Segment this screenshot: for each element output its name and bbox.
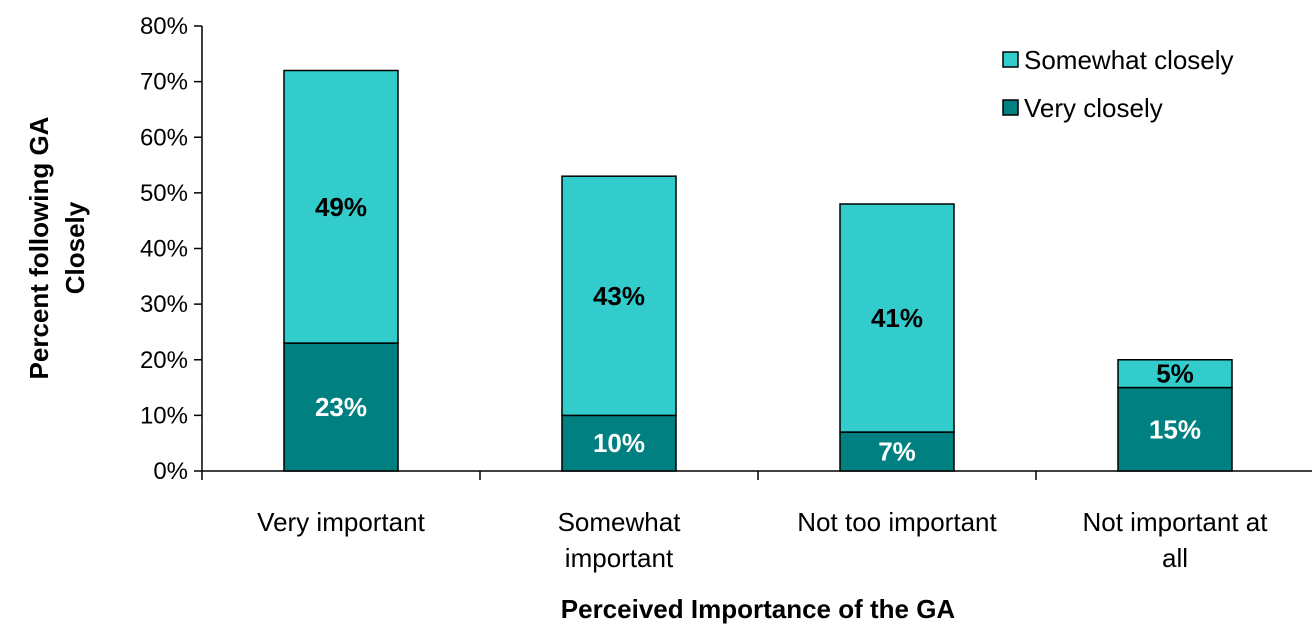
- x-category-label-line: all: [1162, 543, 1188, 573]
- data-label: 15%: [1149, 414, 1201, 444]
- data-label: 5%: [1156, 359, 1194, 389]
- bars: [283, 69, 1233, 472]
- y-tick-label: 80%: [140, 13, 188, 40]
- bar-segment-somewhat-closely: [561, 175, 677, 417]
- x-category-label-line: Very important: [257, 507, 425, 537]
- bar-segment-somewhat-closely: [283, 69, 399, 344]
- x-axis-title: Perceived Importance of the GA: [561, 594, 956, 624]
- x-category-label-line: important: [565, 543, 674, 573]
- x-category-label-line: Somewhat: [558, 507, 682, 537]
- bar-segment-very-closely: [561, 414, 677, 472]
- data-label: 7%: [878, 437, 916, 467]
- y-tick-label: 50%: [140, 180, 188, 207]
- y-tick-label: 30%: [140, 291, 188, 318]
- y-axis-title: Percent following GA Closely: [24, 116, 90, 379]
- bar-segment-very-closely: [839, 431, 955, 472]
- y-tick-label: 70%: [140, 69, 188, 96]
- bar-labels: 23% 49% 10% 43% 7% 41% 15% 5%: [315, 192, 1201, 467]
- bar-segment-very-closely: [283, 342, 399, 472]
- legend-label: Very closely: [1024, 93, 1163, 123]
- y-tick-label: 10%: [140, 402, 188, 429]
- x-category-label: Very important: [257, 507, 425, 537]
- x-category-label-line: Not important at: [1083, 507, 1269, 537]
- y-tick-label: 20%: [140, 347, 188, 374]
- x-category-label-line: Not too important: [797, 507, 997, 537]
- x-category-label: Somewhat important: [558, 507, 682, 573]
- legend-swatch: [1002, 99, 1019, 116]
- bar-segment-somewhat-closely: [839, 203, 955, 433]
- x-category-label: Not too important: [797, 507, 997, 537]
- y-tick-label: 60%: [140, 124, 188, 151]
- legend-label: Somewhat closely: [1024, 45, 1234, 75]
- y-tick-label: 40%: [140, 236, 188, 263]
- data-label: 41%: [871, 303, 923, 333]
- x-axis: Very important Somewhat important Not too i…: [201, 470, 1312, 573]
- data-label: 49%: [315, 192, 367, 222]
- y-axis: 0% 10% 20% 30% 40% 50% 60% 70% 80%: [140, 13, 203, 485]
- data-label: 23%: [315, 392, 367, 422]
- y-tick-label: 0%: [153, 458, 188, 485]
- x-category-label: Not important at all: [1083, 507, 1269, 573]
- data-label: 43%: [593, 281, 645, 311]
- legend-swatch: [1002, 51, 1019, 68]
- data-label: 10%: [593, 428, 645, 458]
- y-axis-title-line: Percent following GA: [24, 116, 54, 379]
- bar-segment-somewhat-closely: [1117, 359, 1233, 389]
- legend: Somewhat closely Very closely: [1002, 45, 1234, 123]
- y-axis-title-line: Closely: [60, 201, 90, 294]
